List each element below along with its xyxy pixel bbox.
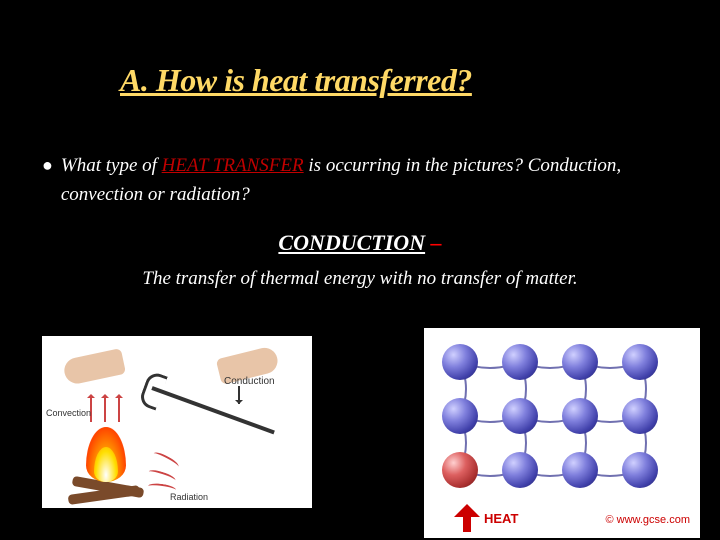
atom-icon [622, 344, 658, 380]
conduction-dash: – [425, 230, 442, 255]
atom-icon [442, 398, 478, 434]
bullet-text: What type of HEAT TRANSFER is occurring … [61, 152, 678, 209]
fire-illustration [62, 390, 152, 500]
conduction-definition: The transfer of thermal energy with no t… [0, 268, 720, 290]
convection-label: Convection [46, 408, 91, 418]
heat-transfer-highlight: HEAT TRANSFER [162, 155, 304, 176]
radiation-label: Radiation [170, 492, 208, 502]
atom-icon [562, 344, 598, 380]
heat-transfer-diagram: Convection Conduction Radiation [42, 336, 312, 508]
atom-icon [562, 452, 598, 488]
atom-icon [502, 452, 538, 488]
conduction-heading: CONDUCTION – [0, 230, 720, 256]
conduction-word: CONDUCTION [278, 230, 425, 255]
bullet-text-before: What type of [61, 155, 162, 176]
atom-icon [502, 398, 538, 434]
atom-icon [622, 452, 658, 488]
atom-icon [562, 398, 598, 434]
atom-icon [442, 344, 478, 380]
atom-icon [442, 452, 478, 488]
atom-icon [622, 398, 658, 434]
convection-arrow-icon [118, 396, 120, 422]
bullet-item: ● What type of HEAT TRANSFER is occurrin… [42, 152, 678, 209]
poker-icon [151, 386, 275, 434]
heat-label: HEAT [484, 511, 518, 526]
conduction-arrow-icon [238, 386, 240, 404]
radiation-wave-icon [152, 450, 180, 470]
copyright-text: © www.gcse.com [605, 514, 690, 526]
slide-title: A. How is heat transferred? [120, 62, 472, 99]
particle-conduction-diagram: HEAT © www.gcse.com [424, 328, 700, 538]
bullet-marker: ● [42, 152, 53, 179]
atom-icon [502, 344, 538, 380]
heat-arrow-icon [454, 504, 480, 532]
convection-arrow-icon [104, 396, 106, 422]
hand-convection-icon [62, 348, 126, 386]
conduction-label: Conduction [224, 376, 275, 387]
